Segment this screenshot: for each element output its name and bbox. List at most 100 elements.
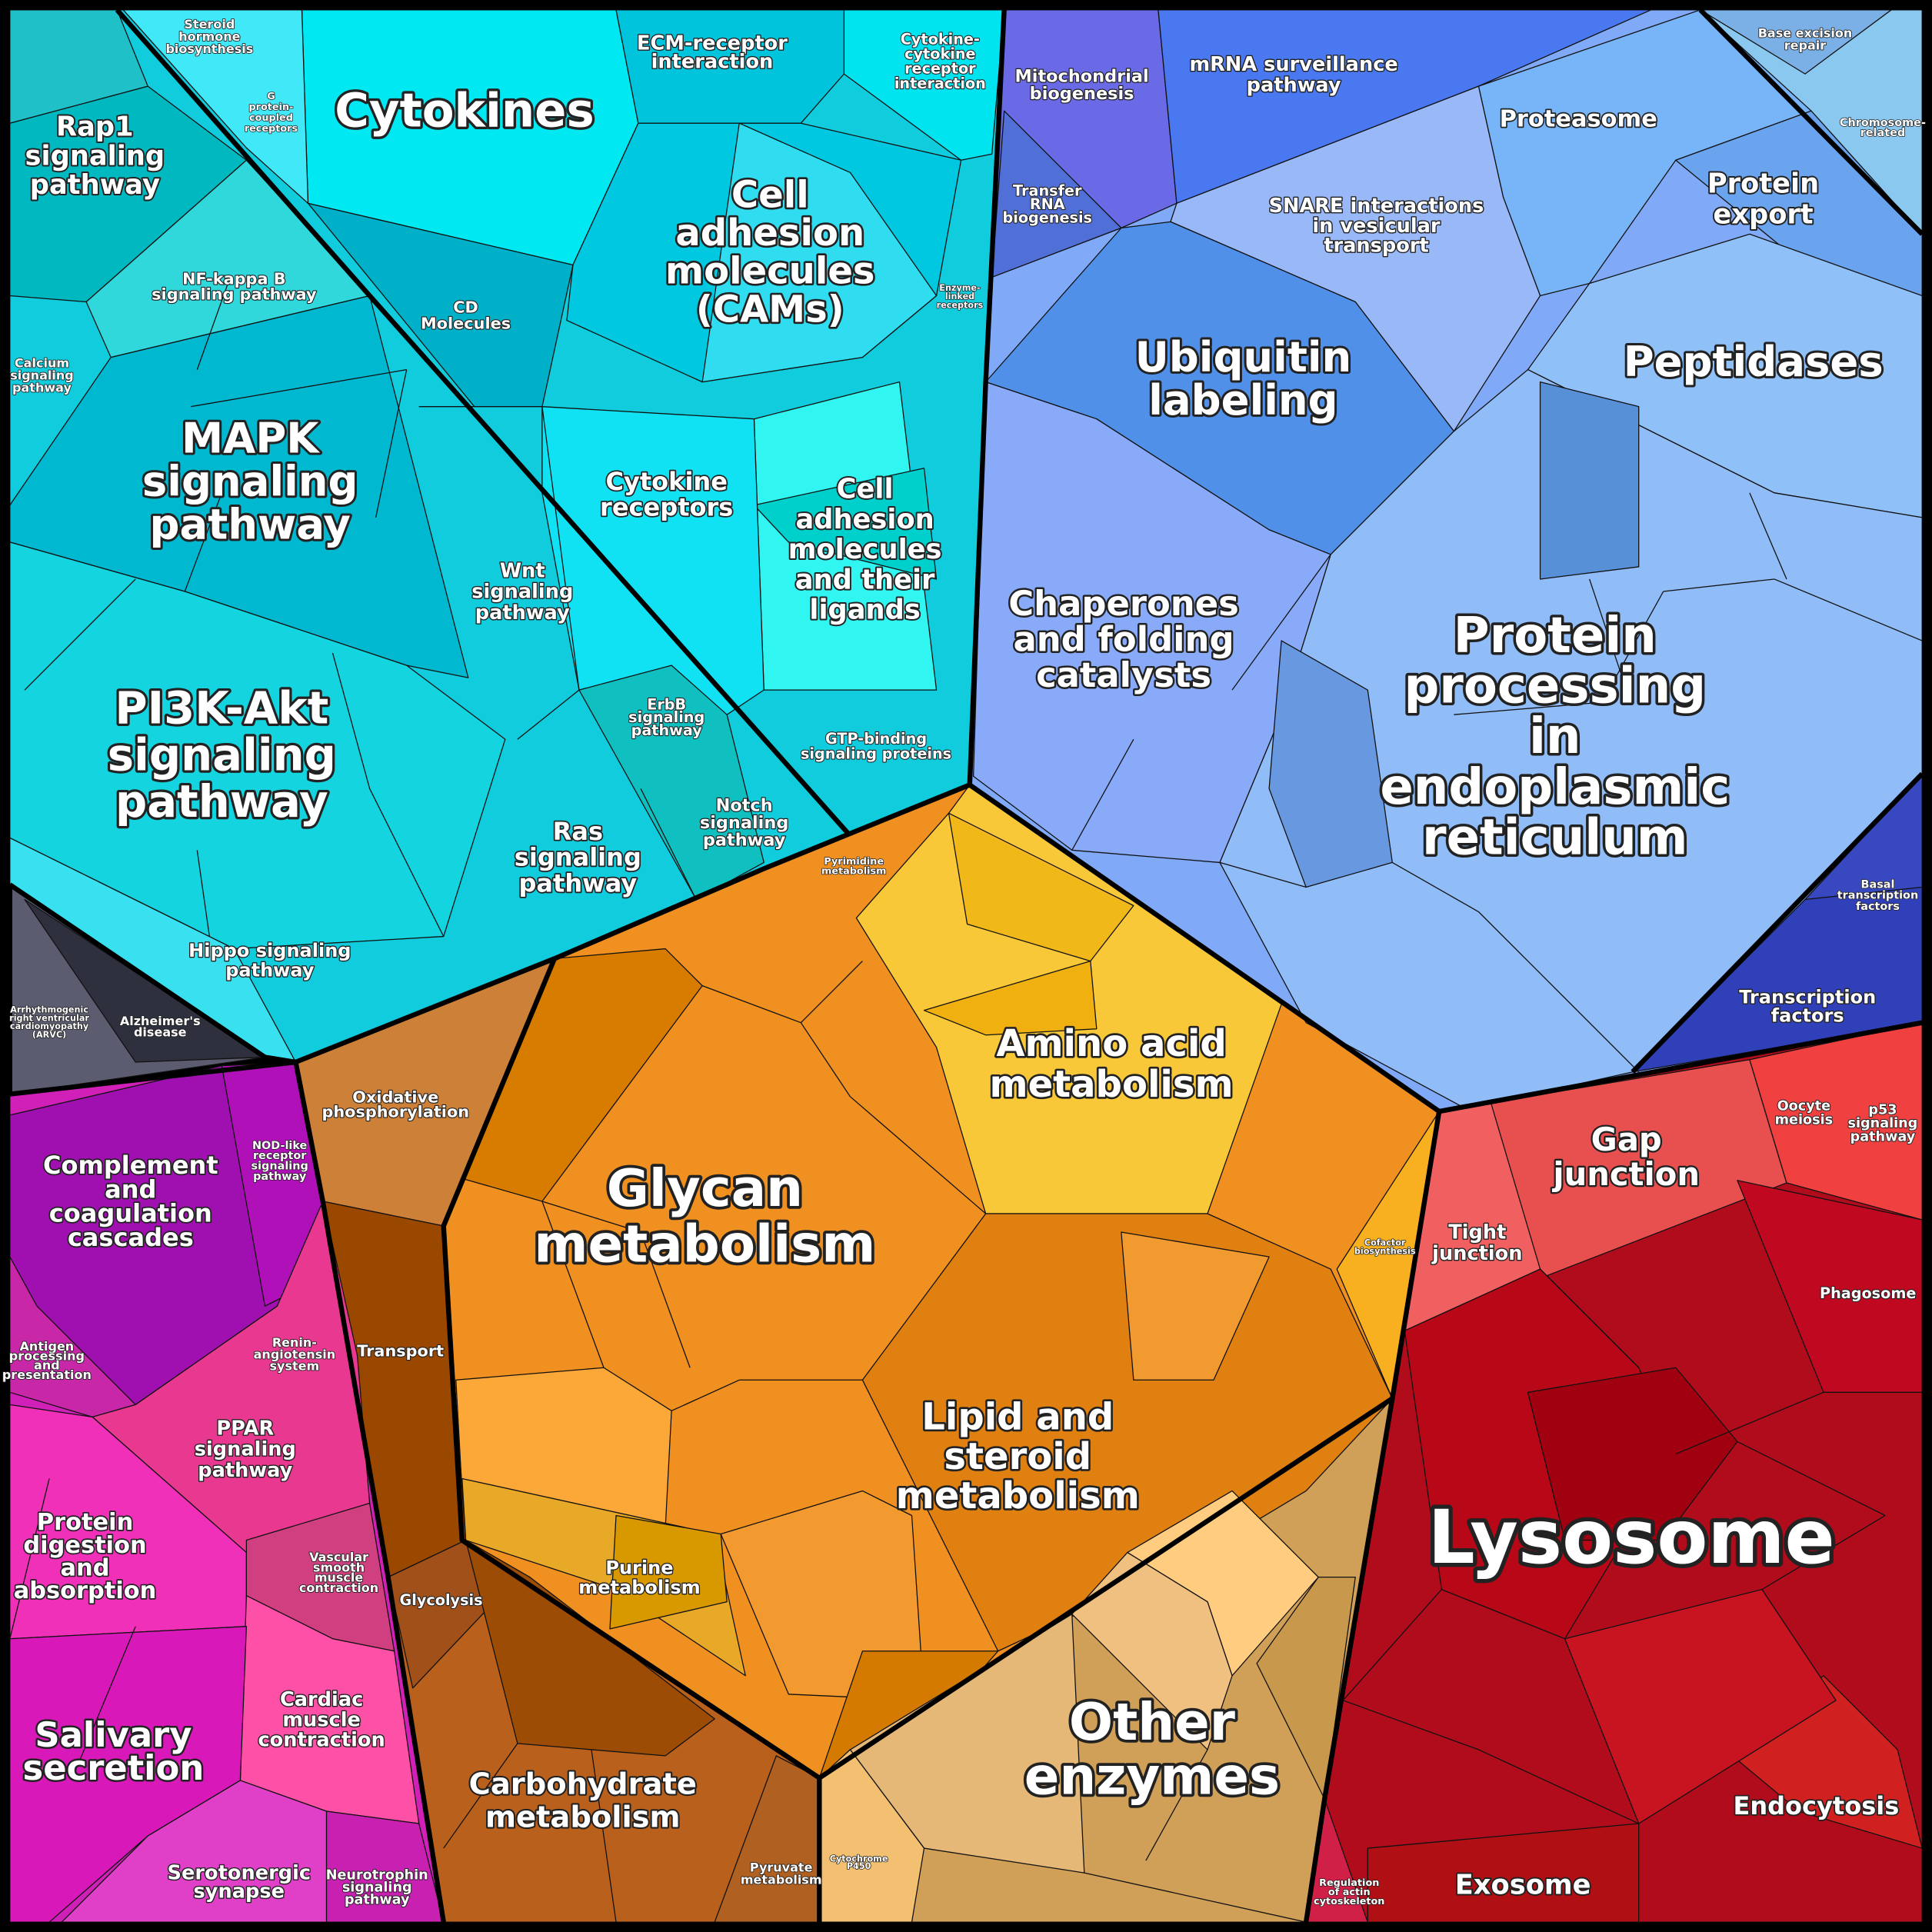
label-line: in vesicular (1312, 215, 1441, 238)
label-line: Protein (1454, 607, 1657, 664)
label-line: Cofactor (1364, 1237, 1406, 1247)
label-line: coupled (249, 112, 293, 123)
label-line: signaling (471, 581, 573, 604)
label-line: coagulation (49, 1199, 212, 1228)
cell (609, 1514, 728, 1630)
label-line: Cytokine (605, 467, 728, 496)
label-line: absorption (14, 1577, 157, 1604)
label-line: PI3K-Akt (115, 681, 328, 734)
label-line: NF-kappa B (182, 270, 285, 288)
region-label: Calcium signaling pathway (10, 355, 74, 395)
region-label: Glycan metabolism (534, 1158, 875, 1274)
label-line: right ventricular (9, 1013, 89, 1023)
label-line: (CAMs) (696, 288, 844, 331)
cell-border (1071, 738, 1134, 851)
cell-border (701, 985, 801, 1024)
label-line: Cell (731, 173, 809, 216)
label-line: labeling (1148, 375, 1337, 425)
cell-border (517, 689, 580, 740)
region-label: Regulation of actin cytoskeleton (1314, 1877, 1384, 1907)
cell-border (1231, 554, 1331, 691)
region-label: ECM-receptor interaction (637, 32, 788, 74)
region-label: Chaperones and folding catalysts (1008, 583, 1239, 695)
label-line: biosynthesis (1354, 1247, 1416, 1257)
cell (701, 122, 938, 383)
region-label: Cofactor biosynthesis (1354, 1237, 1416, 1256)
label-line: transport (1324, 234, 1429, 257)
region-label: Neurotrophin signaling pathway (326, 1867, 428, 1907)
label-line: Notch (716, 795, 773, 815)
label-line: processing (1404, 658, 1706, 715)
cell-border (1761, 1514, 1886, 1591)
cell-border (1540, 1268, 1640, 1368)
label-line: pathway (518, 868, 637, 898)
label-line: Transport (357, 1341, 444, 1360)
region-label: Vascular smooth muscle contraction (299, 1549, 378, 1594)
cell (861, 1213, 1393, 1652)
label-line: signaling proteins (801, 744, 951, 762)
label-line: Enzyme- (939, 283, 981, 293)
label-line: P450 (847, 1861, 871, 1871)
cell-border (1454, 701, 1602, 715)
label-line: presentation (2, 1367, 92, 1382)
cell-border (1675, 1391, 1824, 1454)
label-line: cytokine (904, 45, 975, 62)
label-line: Protein (37, 1509, 133, 1536)
label-line: Cell (837, 474, 894, 505)
label-line: Chaperones (1008, 583, 1239, 624)
cell-border (191, 368, 407, 408)
label-line: pathway (198, 1459, 292, 1482)
region-label: Cytokine-cytokine receptor interaction (894, 30, 986, 92)
label-line: mRNA surveillance (1189, 53, 1397, 76)
label-line: of actin (1328, 1886, 1371, 1897)
label-line: cardiomyopathy (10, 1021, 89, 1031)
cell-border (9, 1478, 50, 1639)
cell-border (671, 1379, 740, 1411)
region-label: Gap junction (1551, 1121, 1700, 1193)
region-label: NOD-like receptor signaling pathway (251, 1140, 308, 1183)
cell (578, 665, 764, 901)
group-border (1698, 8, 1924, 236)
label-line: Phagosome (1820, 1284, 1916, 1302)
label-line: adhesion (795, 504, 934, 535)
label-line: contraction (258, 1729, 385, 1752)
label-line: G (267, 90, 275, 102)
group-border (115, 8, 850, 835)
label-line: Lipid and (921, 1396, 1114, 1439)
label-line: and (34, 1357, 60, 1372)
region-label: Protein export (1707, 168, 1819, 230)
label-line: transcription (1837, 890, 1918, 902)
region-label: Lipid and steroid metabolism (896, 1396, 1140, 1518)
region-label: Complement and coagulation cascades (43, 1151, 218, 1252)
label-line: signaling (515, 843, 641, 872)
region-label: Cytokines (335, 83, 594, 138)
label-line: Cytochrome (830, 1854, 888, 1864)
label-line: Mitochondrial (1014, 66, 1148, 86)
label-line: Renin- (272, 1335, 317, 1350)
cell-border (1589, 578, 1627, 691)
label-line: muscle (315, 1570, 364, 1584)
label-line: pathway (115, 775, 328, 828)
label-line: processing (9, 1348, 85, 1363)
cell-border (1343, 1700, 1479, 1750)
label-line: and (61, 1554, 110, 1581)
label-line: Basal (1861, 878, 1895, 891)
label-line: synapse (194, 1880, 285, 1904)
cell-border (196, 850, 210, 937)
label-line: pathway (703, 830, 786, 850)
label-line: repair (1784, 38, 1827, 52)
label-line: signaling (628, 708, 705, 726)
label-line: disease (134, 1024, 187, 1039)
cell-border (849, 1096, 987, 1214)
label-line: ligands (809, 595, 920, 626)
label-line: pathway (12, 380, 72, 395)
region-label: Amino acid metabolism (990, 1022, 1234, 1106)
label-line: Oocyte (1777, 1099, 1830, 1114)
label-line: Exosome (1455, 1870, 1591, 1901)
label-line: Gap (1591, 1121, 1662, 1158)
region-label: Transfer RNA biogenesis (1002, 182, 1092, 226)
region-label: Rap1 signaling pathway (25, 112, 165, 201)
region-label: GTP-binding signaling proteins (801, 730, 951, 762)
